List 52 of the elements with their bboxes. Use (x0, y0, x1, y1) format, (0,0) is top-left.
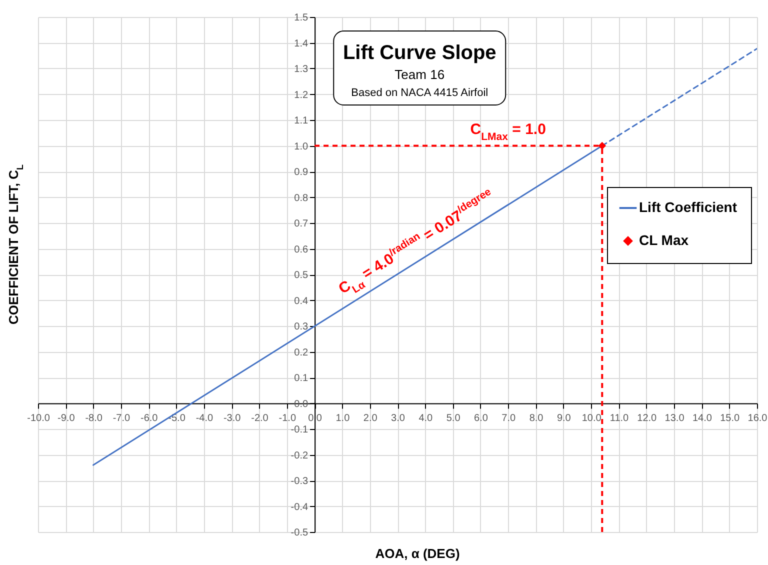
x-tick-label: 3.0 (391, 412, 406, 424)
y-tick-label: 1.4 (294, 38, 308, 50)
y-tick-label: 0.3 (294, 322, 308, 332)
y-tick-label: 0.2 (294, 347, 308, 358)
x-tick-label: 7.0 (502, 412, 516, 424)
x-axis-title: AOA, α (DEG) (375, 546, 460, 561)
x-tick-label: 10.0 (582, 412, 602, 424)
x-tick-label: -1.0 (278, 412, 296, 424)
x-tick-label: 12.0 (637, 412, 658, 424)
x-tick-label: 15.0 (720, 412, 740, 424)
y-tick-label: -0.3 (290, 476, 308, 487)
x-tick-label: -3.0 (223, 412, 242, 424)
legend-label: Lift Coefficient (639, 198, 738, 215)
x-tick-label: -9.0 (58, 412, 76, 424)
y-tick-label: 0.8 (294, 192, 308, 204)
x-tick-label: -7.0 (112, 412, 131, 424)
x-tick-label: -8.0 (85, 412, 103, 424)
x-tick-label: 14.0 (692, 412, 712, 424)
y-tick-label: 1.2 (294, 90, 308, 101)
y-tick-label: -0.2 (290, 450, 308, 462)
annotation: C$_{LMax}$ = 1.0 (470, 120, 546, 143)
x-tick-label: 11.0 (610, 412, 630, 424)
x-tick-label: 4.0 (418, 412, 434, 424)
x-tick-label: -6.0 (140, 412, 158, 424)
x-tick-label: 8.0 (529, 412, 544, 424)
y-tick-label: 1.3 (294, 64, 308, 75)
y-tick-label: -0.4 (290, 502, 308, 513)
y-tick-label: 1.5 (294, 12, 308, 24)
x-tick-label: -10.0 (27, 412, 50, 424)
x-tick-label: 2.0 (363, 412, 378, 424)
x-tick-label: 1.0 (336, 412, 350, 424)
text: Lift Curve Slope (342, 42, 496, 64)
y-tick-label: 0.6 (294, 244, 308, 256)
x-tick-label: 16.0 (748, 412, 768, 424)
x-tick-label: 5.0 (446, 412, 461, 424)
x-tick-label: 13.0 (664, 412, 685, 424)
x-tick-label: -4.0 (196, 412, 214, 424)
x-tick-label: -2.0 (251, 412, 269, 424)
y-tick-label: -0.1 (290, 424, 308, 436)
y-tick-label: 0.9 (294, 167, 308, 178)
y-tick-label: 1.1 (294, 116, 308, 126)
y-tick-label: 0.1 (294, 373, 308, 384)
y-tick-label: 0.7 (294, 218, 308, 230)
legend-label: CL Max (639, 232, 689, 248)
y-tick-label: -0.5 (290, 528, 308, 538)
x-tick-label: 6.0 (474, 412, 488, 424)
annotation: Based on NACA 4415 Airfoil (351, 87, 488, 99)
y-tick-label: 0.4 (294, 296, 308, 307)
text: Team 16 (394, 67, 445, 82)
x-tick-label: 9.0 (556, 412, 572, 424)
y-tick-label: 0.5 (294, 270, 308, 281)
y-tick-label: 1.0 (294, 141, 308, 152)
